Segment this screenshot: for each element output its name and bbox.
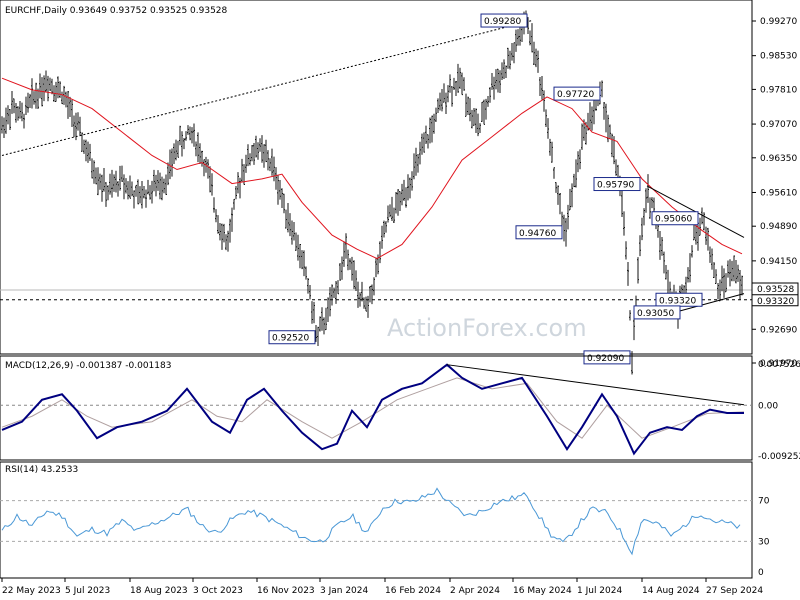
last-price-tag-label: 0.93528 [757, 285, 794, 295]
price-tick-label: 0.92690 [760, 325, 797, 335]
price-tick-label: 0.97810 [760, 85, 797, 95]
price-annotation-box [480, 13, 528, 28]
x-tick-label: 14 Aug 2024 [642, 586, 700, 596]
macd-panel: MACD(12,26,9) -0.001387 -0.001183 0.0075… [0, 355, 800, 462]
price-annotation-label: 0.97720 [557, 90, 594, 100]
price-axis: 0.99270 0.98530 0.97810 0.97070 0.96350 0.956… [751, 17, 799, 369]
macd-line [1, 363, 744, 456]
price-tick-label: 0.96350 [760, 154, 797, 164]
x-tick-label: 16 Nov 2023 [257, 586, 315, 596]
rsi-layer: 70 30 0 [0, 487, 770, 578]
support-price-tag-label: 0.93320 [757, 297, 794, 307]
x-tick-label: 3 Oct 2023 [193, 586, 243, 596]
rsi-label: RSI(14) 43.2533 [5, 465, 78, 475]
x-tick-label: 1 Jul 2024 [577, 586, 622, 596]
price-tick-label: 0.94890 [760, 222, 797, 232]
macd-tick-label: -0.009252 [758, 452, 800, 462]
rsi-line [1, 487, 741, 556]
moving-average-line [1, 77, 743, 260]
rsi-panel: RSI(14) 43.2533 70 30 0 [0, 461, 770, 579]
price-annotation-label: 0.93050 [637, 309, 674, 319]
price-tick-label: 0.95610 [760, 188, 797, 198]
price-annotation-box [553, 86, 601, 101]
x-tick-label: 2 Apr 2024 [450, 586, 500, 596]
price-tick-label: 0.91970 [760, 359, 797, 369]
x-tick-label: 5 Jul 2023 [65, 586, 110, 596]
price-annotation-label: 0.92520 [272, 334, 309, 344]
x-tick-label: 27 Sep 2024 [706, 586, 763, 596]
macd-layer: 0.007526 0.00 -0.009252 [0, 360, 800, 462]
price-annotation-label: 0.92090 [587, 354, 624, 364]
rsi-panel-border [0, 461, 753, 579]
price-tick-label: 0.97070 [760, 120, 797, 130]
macd-label: MACD(12,26,9) -0.001387 -0.001183 [5, 361, 171, 371]
price-bars [1, 10, 743, 375]
rsi-tick-label: 70 [758, 497, 770, 507]
price-annotation-label: 0.94760 [519, 229, 556, 239]
price-tick-label: 0.98530 [760, 52, 797, 62]
price-header: EURCHF,Daily 0.93649 0.93752 0.93525 0.9… [5, 6, 228, 16]
macd-tick-label: 0.007526 [758, 360, 800, 370]
price-annotation-box [515, 225, 563, 240]
macd-tick-label: 0.00 [758, 401, 778, 411]
x-tick-label: 22 May 2023 [2, 586, 61, 596]
price-tick-label: 0.99270 [760, 17, 797, 27]
x-axis: 22 May 2023 5 Jul 2023 18 Aug 2023 3 Oct 20… [1, 578, 763, 596]
price-annotation-label: 0.95060 [655, 215, 692, 225]
price-panel: 0.99280 0.97720 0.95790 0.95060 0.94760 0.933… [0, 0, 799, 375]
price-panel-border [0, 0, 753, 355]
rsi-tick-label: 30 [758, 537, 770, 547]
macd-panel-border [0, 355, 753, 461]
x-tick-label: 18 Aug 2023 [130, 586, 188, 596]
price-annotation-box [583, 350, 631, 365]
price-annotation-box [268, 330, 316, 345]
watermark: ActionForex.com [387, 314, 587, 342]
price-annotation-box [593, 177, 641, 192]
price-annotation-box [651, 211, 699, 226]
macd-trendline [446, 364, 745, 406]
rsi-tick-label: 0 [758, 568, 764, 578]
price-annotation-label: 0.93320 [659, 296, 696, 306]
price-annotation-box [633, 305, 681, 320]
x-tick-label: 3 Jan 2024 [320, 586, 368, 596]
annotation-layer: 0.99280 0.97720 0.95790 0.95060 0.94760 0.933… [268, 13, 703, 365]
support-price-tag [751, 294, 799, 307]
price-annotation-label: 0.95790 [597, 181, 634, 191]
price-layer [1, 10, 745, 375]
price-grid [0, 289, 752, 301]
x-tick-label: 16 Feb 2024 [385, 586, 441, 596]
price-trendline [1, 20, 533, 156]
x-tick-label: 16 May 2024 [513, 586, 572, 596]
price-annotation-label: 0.99280 [484, 17, 521, 27]
price-tick-label: 0.94150 [760, 257, 797, 267]
